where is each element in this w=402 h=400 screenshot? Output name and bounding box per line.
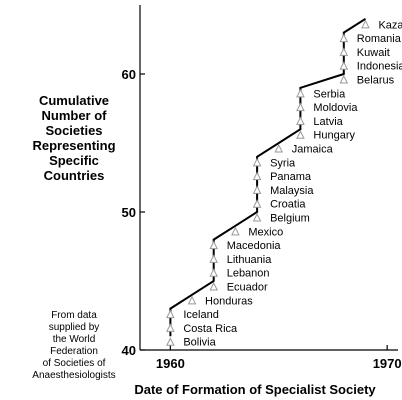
y-axis-label-line: Representing (32, 138, 116, 153)
country-label: Macedonia (227, 240, 282, 252)
country-label: Syria (270, 157, 296, 169)
y-tick-label: 40 (122, 343, 136, 358)
marker-triangle (166, 309, 175, 319)
marker-triangle (209, 254, 219, 263)
country-label: Kazakhstan (378, 19, 402, 31)
country-label: Honduras (205, 295, 253, 307)
country-label: Bolivia (183, 337, 216, 349)
country-label: Ecuador (227, 282, 268, 294)
country-label: Serbia (313, 88, 346, 100)
marker-triangle (209, 268, 219, 277)
marker-triangle (166, 323, 175, 332)
country-label: Indonesia (357, 61, 402, 73)
country-label: Belarus (357, 75, 395, 87)
country-label: Lebanon (227, 268, 270, 280)
country-label: Jamaica (292, 144, 334, 156)
marker-triangle (296, 130, 305, 139)
marker-triangle (209, 240, 219, 250)
country-label: Moldovia (313, 102, 358, 114)
series-step-line (169, 17, 367, 337)
marker-triangle (231, 226, 240, 236)
source-note-line: Federation (50, 346, 98, 357)
marker-triangle (339, 47, 349, 56)
marker-triangle (339, 61, 349, 70)
y-tick-label: 60 (122, 67, 136, 82)
country-label: Latvia (313, 116, 343, 128)
y-axis-label-line: Societies (45, 123, 103, 138)
y-axis-label-line: Cumulative (38, 93, 110, 108)
source-note-line: the World (52, 334, 96, 345)
source-note-line: supplied by (48, 322, 100, 333)
marker-triangle (252, 185, 262, 194)
axes: 40 50 60 1960 1970 (122, 5, 402, 371)
marker-triangle (187, 295, 197, 305)
source-note-line: From data (51, 310, 97, 321)
country-label: Kuwait (357, 47, 390, 59)
marker-triangle (296, 88, 305, 98)
marker-triangle (296, 116, 305, 125)
marker-triangle (252, 212, 262, 222)
y-axis-label-line: Number of (41, 108, 107, 123)
marker-triangle (252, 199, 262, 208)
marker-triangle (252, 157, 262, 167)
source-note: From data supplied by the World Federati… (0, 310, 148, 382)
marker-triangle (252, 171, 262, 181)
country-label: Malaysia (270, 185, 314, 197)
marker-triangle (339, 74, 349, 84)
y-axis-label: Cumulative Number of Societies Represent… (0, 93, 148, 183)
country-label: Costa Rica (183, 323, 238, 335)
marker-triangle (166, 337, 175, 346)
country-label: Romania (357, 33, 402, 45)
x-axis-label: Date of Formation of Specialist Society (134, 382, 376, 397)
y-axis-label-line: Countries (43, 168, 105, 183)
country-label: Mexico (248, 226, 283, 238)
marker-triangle (209, 281, 219, 291)
x-tick-label: 1970 (373, 356, 402, 371)
source-note-line: of Societies of (42, 358, 106, 369)
country-label: Lithuania (227, 254, 273, 266)
x-tick-label: 1960 (156, 356, 185, 371)
country-label: Iceland (183, 309, 218, 321)
markers (166, 19, 370, 346)
country-label: Belgium (270, 213, 310, 225)
marker-triangle (296, 102, 305, 112)
country-label: Croatia (270, 199, 306, 211)
marker-triangle (339, 33, 349, 43)
y-axis-label-line: Specific (49, 153, 99, 168)
country-label: Hungary (313, 130, 355, 142)
source-note-line: Anaesthesiologists (32, 370, 116, 381)
marker-triangle (274, 143, 284, 153)
marker-triangle (361, 19, 370, 29)
series-line (169, 17, 367, 337)
y-tick-label: 50 (122, 205, 136, 220)
country-label: Panama (270, 171, 312, 183)
